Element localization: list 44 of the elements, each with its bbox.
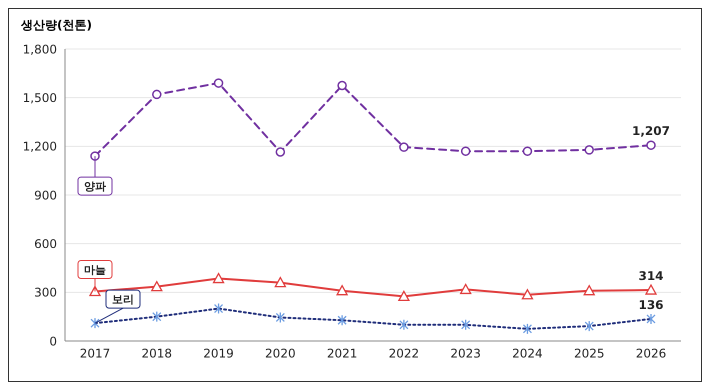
legend-label: 양파 — [84, 180, 106, 194]
data-label: 136 — [638, 298, 664, 312]
x-tick-label: 2018 — [142, 346, 172, 361]
x-tick-label: 2023 — [450, 346, 481, 361]
point — [336, 285, 348, 296]
series-label: 마늘 — [84, 264, 106, 277]
point — [399, 142, 409, 152]
y-tick-label: 900 — [34, 188, 57, 202]
point — [212, 272, 224, 284]
x-tick-label: 2019 — [203, 346, 234, 361]
y-tick-label: 300 — [34, 286, 57, 300]
point — [460, 284, 472, 294]
x-tick-label: 2022 — [388, 346, 420, 361]
y-axis-title: 생산량(천톤) — [21, 17, 92, 34]
x-tick-label: 2021 — [326, 346, 358, 361]
y-tick-label: 1,800 — [22, 42, 57, 56]
point — [276, 147, 286, 157]
x-tick-label: 2017 — [80, 346, 110, 361]
point — [214, 78, 224, 88]
y-tick-label: 600 — [34, 236, 57, 251]
point — [398, 290, 410, 302]
point — [584, 285, 595, 296]
y-tick-label: 0 — [49, 334, 57, 348]
point — [274, 276, 286, 288]
x-tick-label: 2024 — [512, 346, 543, 361]
point — [460, 146, 470, 156]
x-tick-label: 2025 — [574, 346, 604, 361]
y-tick-label: 1,200 — [22, 140, 57, 154]
series-label: 보리 — [112, 293, 134, 306]
point — [522, 146, 532, 156]
data-label: 1,207 — [632, 124, 670, 138]
point — [90, 151, 100, 161]
point — [337, 80, 347, 90]
y-tick-label: 1,500 — [22, 90, 57, 105]
point — [522, 289, 534, 300]
x-tick-label: 2026 — [636, 346, 666, 361]
point — [151, 281, 162, 292]
point — [152, 90, 162, 100]
x-tick-label: 2020 — [265, 346, 296, 361]
point — [89, 286, 101, 296]
point — [584, 145, 594, 155]
point — [645, 284, 657, 295]
data-label: 314 — [638, 269, 664, 284]
point — [646, 140, 656, 150]
